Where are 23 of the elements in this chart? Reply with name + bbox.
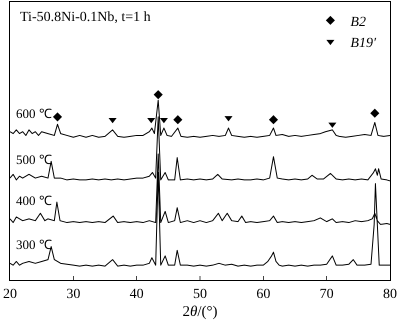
point xyxy=(154,90,163,100)
point xyxy=(147,118,156,124)
point xyxy=(370,108,380,118)
point xyxy=(108,118,117,124)
point xyxy=(52,112,62,122)
x-tick-label: 30 xyxy=(66,286,80,302)
series-label: 600 ℃ xyxy=(16,106,52,121)
x-axis-title: 2θ/(°) xyxy=(182,304,218,320)
x-tick-label: 60 xyxy=(256,286,270,302)
x-tick-label: 70 xyxy=(320,286,334,302)
series-label: 300 ℃ xyxy=(16,237,52,252)
legend-label: B2 xyxy=(350,14,366,30)
point xyxy=(160,118,168,124)
series-label: 400 ℃ xyxy=(16,193,52,208)
series-label: 500 ℃ xyxy=(16,152,52,167)
x-tick-label: 50 xyxy=(193,286,207,302)
x-tick-label: 20 xyxy=(3,286,17,302)
legend-label: B19′ xyxy=(350,36,377,52)
x-tick-label: 80 xyxy=(383,286,397,302)
point xyxy=(268,115,278,124)
x-tick-label: 40 xyxy=(130,286,144,302)
chart-title: Ti-50.8Ni-0.1Nb, t=1 h xyxy=(20,10,151,25)
point xyxy=(173,115,182,124)
